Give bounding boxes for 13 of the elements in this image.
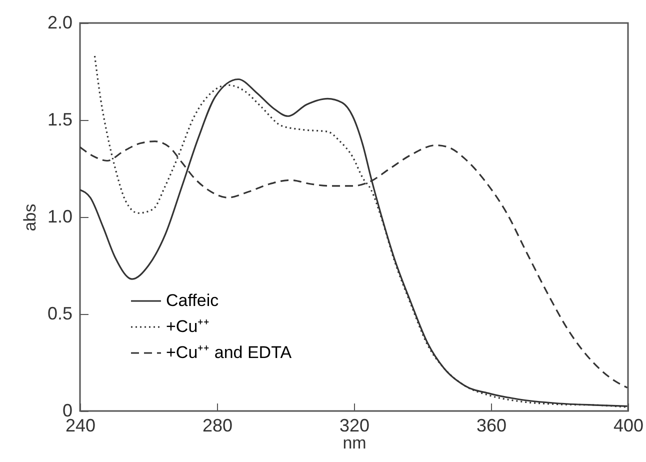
y-tick-label: 1.5 <box>47 110 72 130</box>
x-tick-label: 400 <box>613 416 644 436</box>
y-tick-label: 2.0 <box>47 12 72 32</box>
x-tick-label: 360 <box>476 416 507 436</box>
legend-label: Caffeic <box>166 291 220 310</box>
y-tick-label: 0.5 <box>47 304 72 324</box>
legend-label: +Cu⁺⁺ <box>166 317 210 336</box>
y-tick-label: 1.0 <box>47 206 72 226</box>
legend-label: +Cu⁺⁺ and EDTA <box>166 343 292 362</box>
x-tick-label: 320 <box>339 416 370 436</box>
y-axis-title: abs <box>20 204 40 232</box>
x-axis-title: nm <box>342 434 366 452</box>
x-tick-label: 280 <box>202 416 233 436</box>
